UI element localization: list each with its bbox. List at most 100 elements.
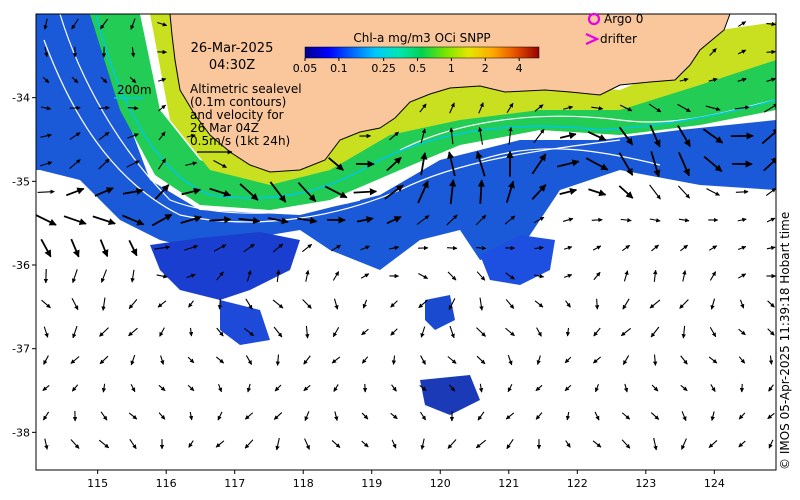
velocity-arrow: [71, 384, 79, 392]
velocity-arrow: [273, 326, 283, 338]
velocity-arrow: [269, 181, 287, 203]
velocity-arrow: [767, 300, 775, 308]
velocity-arrow: [99, 327, 109, 337]
velocity-arrow: [42, 384, 50, 392]
velocity-arrow: [276, 269, 281, 283]
velocity-info-line: 0.5m/s (1kt 24h): [190, 134, 290, 148]
velocity-arrow: [188, 411, 194, 421]
velocity-arrow: [649, 299, 661, 309]
velocity-arrow: [44, 47, 49, 58]
velocity-arrow: [478, 126, 484, 145]
colorbar-tick-label: 4: [516, 62, 523, 75]
velocity-arrow: [71, 18, 79, 30]
velocity-arrow: [565, 300, 571, 308]
velocity-arrow: [158, 131, 166, 141]
velocity-arrow: [158, 104, 166, 112]
velocity-arrow: [531, 184, 547, 200]
velocity-arrow: [42, 411, 50, 421]
velocity-arrow: [245, 355, 253, 365]
velocity-arrow: [361, 412, 369, 420]
velocity-arrow: [737, 21, 747, 27]
velocity-arrow: [331, 440, 341, 448]
velocity-arrow: [420, 128, 426, 144]
velocity-arrow: [476, 271, 486, 281]
velocity-arrow: [101, 383, 107, 393]
velocity-arrow: [710, 411, 715, 421]
velocity-arrow: [682, 270, 687, 282]
velocity-arrow: [302, 299, 312, 309]
velocity-arrow: [246, 383, 252, 393]
lat-tick-label: -34: [12, 92, 30, 105]
velocity-arrow: [767, 328, 775, 336]
velocity-arrow: [447, 271, 457, 281]
velocity-arrow: [297, 182, 317, 202]
velocity-arrow: [738, 440, 746, 448]
velocity-arrow: [768, 355, 774, 365]
velocity-arrow: [653, 269, 658, 282]
date-label: 26-Mar-2025: [191, 41, 274, 56]
velocity-arrow: [709, 271, 717, 281]
velocity-arrow: [507, 384, 513, 393]
velocity-arrow: [507, 354, 513, 366]
velocity-arrow: [304, 438, 310, 450]
velocity-arrow: [478, 383, 484, 393]
velocity-arrow: [70, 238, 80, 258]
velocity-arrow: [126, 160, 140, 168]
velocity-arrow: [43, 326, 49, 338]
contour-200m-label: 200m: [117, 83, 152, 97]
velocity-arrow: [39, 161, 53, 167]
velocity-arrow: [130, 269, 135, 283]
velocity-arrow: [737, 273, 747, 279]
velocity-arrow: [768, 439, 774, 449]
velocity-arrow: [710, 384, 716, 392]
lon-tick-label: 122: [567, 477, 588, 490]
velocity-arrow: [122, 187, 144, 195]
velocity-arrow: [157, 300, 167, 308]
velocity-arrow: [303, 355, 311, 365]
velocity-arrow: [98, 105, 110, 111]
velocity-arrow: [216, 271, 224, 281]
velocity-arrow: [69, 132, 81, 140]
velocity-arrow: [129, 438, 137, 450]
velocity-arrow: [99, 355, 109, 365]
velocity-arrow: [618, 185, 634, 199]
velocity-arrow: [128, 327, 138, 337]
lat-tick-label: -36: [12, 259, 30, 272]
velocity-arrow: [128, 239, 138, 257]
velocity-arrow: [42, 76, 50, 84]
velocity-arrow: [475, 214, 487, 226]
velocity-arrow: [72, 325, 78, 339]
velocity-arrow: [305, 269, 310, 282]
lon-tick-label: 115: [87, 477, 108, 490]
velocity-arrow: [563, 105, 574, 110]
velocity-arrow: [680, 384, 688, 392]
velocity-arrow: [209, 187, 232, 197]
velocity-arrow: [650, 412, 660, 420]
velocity-arrow: [180, 215, 202, 224]
velocity-arrow: [324, 185, 348, 199]
velocity-arrow: [215, 440, 225, 448]
velocity-arrow: [40, 238, 52, 258]
velocity-arrow: [592, 440, 602, 448]
velocity-arrow: [243, 243, 255, 253]
argo-marker-icon: [587, 12, 601, 26]
velocity-arrow: [419, 103, 427, 113]
velocity-arrow: [391, 439, 397, 449]
colorbar-title: Chl-a mg/m3 OCi SNPP: [353, 31, 490, 45]
velocity-arrow: [476, 355, 486, 365]
velocity-arrow: [594, 383, 600, 393]
velocity-arrow: [420, 152, 428, 176]
velocity-arrow: [419, 411, 427, 421]
velocity-arrow: [476, 327, 486, 337]
velocity-info-line: Altimetric sealevel: [190, 82, 302, 96]
velocity-arrow: [333, 384, 339, 392]
velocity-arrow: [418, 272, 429, 280]
velocity-arrow: [71, 76, 79, 84]
colorbar-tick-label: 2: [482, 62, 489, 75]
lon-tick-label: 123: [635, 477, 656, 490]
velocity-arrow: [389, 131, 399, 141]
velocity-arrow: [154, 245, 171, 250]
velocity-arrow: [767, 412, 775, 420]
velocity-arrow: [677, 125, 691, 148]
velocity-arrow: [187, 384, 195, 392]
